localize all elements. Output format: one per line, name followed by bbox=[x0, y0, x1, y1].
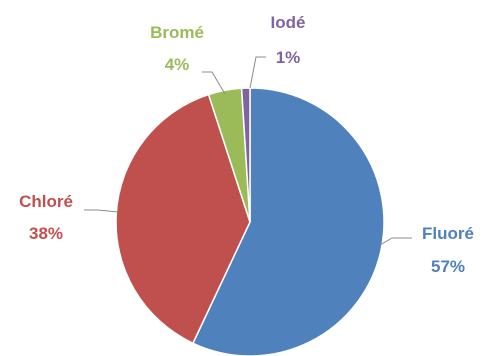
label-chlore-percent: 38% bbox=[29, 224, 63, 243]
leader-chlore bbox=[84, 209, 119, 213]
label-brome-percent: 4% bbox=[165, 55, 190, 74]
label-brome-name: Bromé bbox=[150, 23, 204, 42]
leader-brome bbox=[202, 71, 226, 95]
label-fluore-name: Fluoré bbox=[422, 224, 474, 243]
label-iode-name: Iodé bbox=[271, 13, 306, 32]
label-iode-percent: 1% bbox=[276, 48, 301, 67]
pie-slices bbox=[115, 87, 385, 356]
label-fluore-percent: 57% bbox=[431, 257, 465, 276]
slice-chlore bbox=[115, 93, 251, 345]
slice-iode bbox=[240, 87, 251, 223]
leader-fluore bbox=[379, 237, 412, 246]
leader-lines bbox=[84, 56, 412, 246]
label-chlore-name: Chloré bbox=[19, 192, 73, 211]
leader-iode bbox=[249, 56, 266, 89]
